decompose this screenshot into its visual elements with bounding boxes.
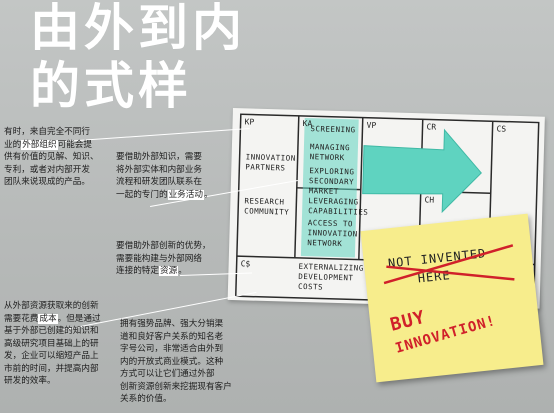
note-research-community: RESEARCH COMMUNITY xyxy=(244,196,290,217)
paragraph-resources: 要借助外部创新的优势， 需要能构建与外部网络 连接的特定资源。 xyxy=(116,241,211,276)
canvas-grid xyxy=(234,113,540,306)
note-exploring-secondary: EXPLORING SECONDARY MARKET xyxy=(308,166,355,196)
page-title-line-1: 由外到内 xyxy=(30,0,246,57)
note-screening: SCREENING xyxy=(310,124,356,135)
teal-arrow xyxy=(362,128,482,214)
cs-top-label: CS xyxy=(496,124,507,134)
note-managing-network: MANAGING NETWORK xyxy=(309,142,351,163)
note-externalizing-costs: EXTERNALIZING DEVELOPMENT COSTS xyxy=(297,261,364,292)
business-model-canvas: KP KA VP CR CS CH C$ INNOVATION PARTNERS … xyxy=(227,108,545,309)
note-leveraging-capabilities: LEVERAGING CAPABILITIES xyxy=(308,196,369,217)
sticky-note: NOT INVENTED HERE BUY INNOVATION! xyxy=(360,213,544,383)
paragraph-brand-companies: 拥有强势品牌、强大分销渠 道和良好客户关系的知名老 字号公司，非常适合由外到 内… xyxy=(120,319,232,404)
highlight-resources: 资源 xyxy=(158,266,179,276)
paragraph-costs: 从外部资源获取来的创新 需要花费成本。但是通过 基于外部已创建的知识和 高级研究… xyxy=(4,301,101,386)
cost-structure-label: C$ xyxy=(240,259,251,269)
vp-label: VP xyxy=(366,120,377,131)
cr-label: CR xyxy=(426,122,437,132)
note-innovation-partners: INNOVATION PARTNERS xyxy=(245,152,296,173)
highlight-external-org: 外部组织 xyxy=(21,139,58,150)
kp-label: KP xyxy=(244,117,255,127)
highlight-business-activities: 业务活动 xyxy=(167,189,204,200)
teal-bar xyxy=(300,118,359,258)
ch-label: CH xyxy=(424,195,435,205)
note-access-network: ACCESS TO INNOVATION NETWORK xyxy=(307,218,358,249)
highlight-costs: 成本 xyxy=(38,313,58,324)
paragraph-external-organizations: 有时，来自完全不同行 业的外部组织可能会提 供有价值的见解、知识、 专利，或者对… xyxy=(4,127,99,187)
paragraph-business-activities: 要借助外部知识，需要 将外部实体和内部业务 流程和研发团队联系在 一起的专门的业… xyxy=(116,152,213,200)
red-cross-out xyxy=(383,244,515,285)
page-title-line-2: 的式样 xyxy=(30,57,192,115)
